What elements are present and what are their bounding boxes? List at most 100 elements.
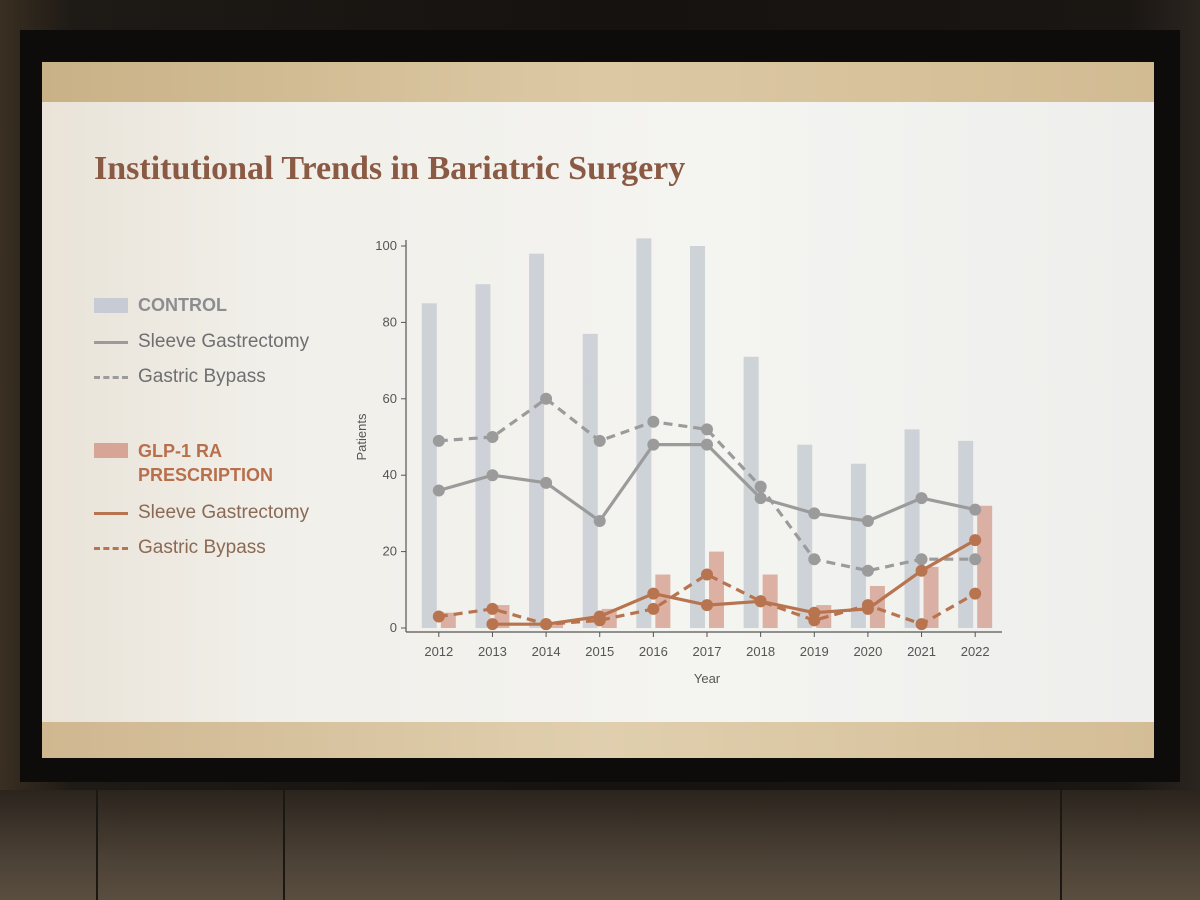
slide-top-band <box>42 62 1154 102</box>
legend-glp-header: GLP-1 RA PRESCRIPTION <box>94 439 273 489</box>
control-bypass-point <box>915 553 928 566</box>
y-tick-label: 20 <box>383 544 397 559</box>
glp-bypass-point <box>808 614 821 627</box>
control-bypass-point <box>432 434 445 447</box>
legend-swatch-control <box>94 297 128 313</box>
control-sleeve-point <box>915 492 928 505</box>
legend-control-bypass-label: Gastric Bypass <box>138 366 266 387</box>
glp-sleeve-point <box>701 599 713 612</box>
x-tick-label: 2016 <box>639 644 668 659</box>
control-sleeve-point <box>540 476 553 489</box>
control-bypass-line <box>438 397 976 573</box>
glp-sleeve-point <box>486 618 499 631</box>
glp-bar <box>762 574 778 628</box>
legend-glp-sleeve: Sleeve Gastrectomy <box>94 502 309 524</box>
x-tick-label: 2020 <box>853 644 882 659</box>
control-sleeve-point <box>486 469 499 482</box>
legend-control-label: CONTROL <box>138 294 227 315</box>
x-tick-label: 2022 <box>961 644 990 659</box>
control-bar <box>582 333 598 628</box>
x-tick-label: 2021 <box>907 644 936 659</box>
control-sleeve-line <box>438 443 976 523</box>
legend-line-solid-gray <box>94 340 128 344</box>
legend-control-bypass: Gastric Bypass <box>94 366 266 388</box>
legend-glp-bypass: Gastric Bypass <box>94 537 266 559</box>
control-bypass-point <box>969 553 982 566</box>
legend-swatch-glp <box>94 443 128 458</box>
glp-bypass-point <box>486 602 499 615</box>
glp-bypass-point <box>861 599 874 612</box>
y-tick-label: 0 <box>390 620 397 635</box>
x-tick-label: 2014 <box>532 644 561 659</box>
chart-svg: 0 20 40 60 80 100 2012 2013 2014 2015 2016 2017 2018… <box>354 238 1002 686</box>
x-axis-title: Year <box>694 671 721 686</box>
control-bar <box>743 356 759 628</box>
wall-panel-seam <box>283 790 285 900</box>
room-wall-lower <box>0 790 1200 900</box>
control-sleeve-point <box>593 515 606 528</box>
glp-bypass-line <box>438 572 976 626</box>
glp-sleeve-point <box>647 587 660 600</box>
glp-bypass-point <box>915 618 928 631</box>
control-bar <box>797 444 813 628</box>
control-bypass-point <box>701 423 713 436</box>
x-tick-label: 2013 <box>478 644 507 659</box>
control-bar <box>690 246 705 628</box>
legend-control-header: CONTROL <box>94 294 227 316</box>
y-tick-label: 100 <box>375 238 397 253</box>
glp-bar <box>869 585 885 628</box>
glp-bypass-point <box>969 587 982 600</box>
control-sleeve-point <box>432 484 445 497</box>
control-bypass-point <box>808 553 821 566</box>
control-bar <box>421 303 437 628</box>
control-sleeve-point <box>861 515 874 528</box>
x-tick-label: 2019 <box>800 644 829 659</box>
glp-sleeve-line <box>492 538 976 626</box>
y-tick-label: 80 <box>383 314 397 329</box>
control-sleeve-point <box>754 492 767 505</box>
glp-bypass-point <box>754 595 767 608</box>
control-bar <box>636 238 652 629</box>
control-sleeve-point <box>701 438 713 451</box>
legend-glp-bypass-label: Gastric Bypass <box>138 537 266 558</box>
y-axis-title: Patients <box>354 413 369 460</box>
glp-sleeve-point <box>969 534 982 547</box>
control-sleeve-point <box>647 438 660 451</box>
control-bar <box>475 284 491 628</box>
legend-glp-sleeve-label: Sleeve Gastrectomy <box>138 502 310 523</box>
control-bar <box>904 429 920 628</box>
slide-bottom-band <box>42 722 1154 758</box>
control-bar <box>850 463 866 628</box>
x-tick-label: 2017 <box>693 644 722 659</box>
presentation-slide: Institutional Trends in Bariatric Surger… <box>42 62 1154 758</box>
control-bar <box>529 253 545 628</box>
legend-control-sleeve-label: Sleeve Gastrectomy <box>138 331 310 352</box>
glp-bypass-point <box>593 614 606 627</box>
x-tick-label: 2015 <box>585 644 614 659</box>
chart-legend: CONTROL Sleeve Gastrectomy Gastric Bypas… <box>94 294 354 584</box>
glp-bypass-point <box>432 610 445 623</box>
x-tick-label: 2018 <box>746 644 775 659</box>
slide-title: Institutional Trends in Bariatric Surger… <box>94 150 686 187</box>
y-tick-label: 60 <box>383 391 397 406</box>
control-sleeve-point <box>808 507 821 520</box>
y-tick-label: 40 <box>383 467 397 482</box>
glp-bypass-point <box>540 618 553 631</box>
legend-glp-label: GLP-1 RA PRESCRIPTION <box>138 439 273 487</box>
wall-panel-seam <box>1060 790 1062 900</box>
control-bypass-point <box>486 431 499 443</box>
glp-bar <box>548 624 564 628</box>
x-tick-label: 2012 <box>424 644 453 659</box>
control-bar <box>958 440 974 628</box>
legend-line-dashed-orange <box>94 546 128 550</box>
wall-panel-seam <box>96 790 98 900</box>
control-bypass-point <box>647 415 660 428</box>
glp-bar <box>923 566 939 628</box>
legend-glp-label-line2: PRESCRIPTION <box>138 465 274 485</box>
control-bypass-point <box>593 434 606 447</box>
glp-bypass-point <box>647 602 660 615</box>
legend-line-dashed-gray <box>94 375 128 379</box>
control-bypass-point <box>754 480 767 493</box>
control-bypass-point <box>540 392 553 405</box>
legend-line-solid-orange <box>94 511 128 515</box>
